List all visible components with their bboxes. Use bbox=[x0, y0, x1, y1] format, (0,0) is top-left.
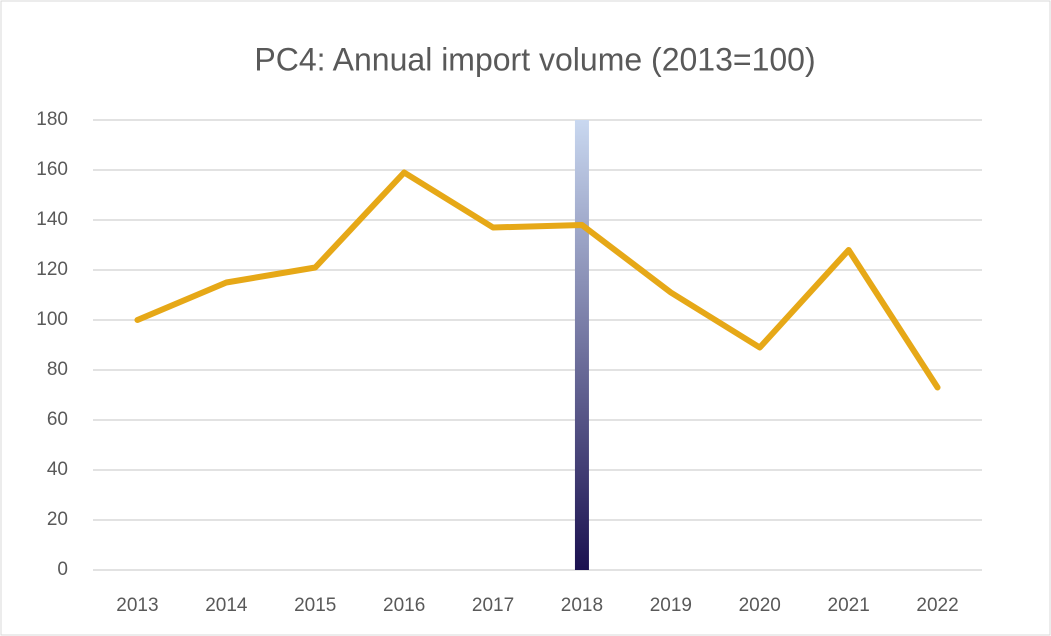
x-tick-label: 2014 bbox=[205, 595, 248, 616]
y-tick-label: 40 bbox=[47, 459, 68, 480]
y-tick-label: 180 bbox=[36, 109, 68, 130]
y-tick-label: 20 bbox=[47, 509, 68, 530]
x-tick-label: 2019 bbox=[650, 595, 692, 616]
y-tick-label: 0 bbox=[57, 559, 68, 580]
x-tick-label: 2016 bbox=[383, 595, 425, 616]
x-tick-label: 2020 bbox=[739, 595, 781, 616]
x-tick-label: 2013 bbox=[116, 595, 158, 616]
y-tick-label: 60 bbox=[47, 409, 68, 430]
y-tick-label: 140 bbox=[36, 209, 68, 230]
x-tick-label: 2022 bbox=[916, 595, 958, 616]
bar bbox=[574, 120, 589, 570]
y-tick-label: 160 bbox=[36, 159, 68, 180]
x-tick-label: 2021 bbox=[828, 595, 870, 616]
y-tick-label: 100 bbox=[36, 309, 68, 330]
y-tick-label: 120 bbox=[36, 259, 68, 280]
y-tick-label: 80 bbox=[47, 359, 68, 380]
x-tick-label: 2017 bbox=[472, 595, 514, 616]
x-tick-label: 2018 bbox=[561, 595, 603, 616]
chart-title: PC4: Annual import volume (2013=100) bbox=[254, 41, 815, 77]
x-tick-label: 2015 bbox=[294, 595, 336, 616]
line bbox=[134, 169, 941, 391]
